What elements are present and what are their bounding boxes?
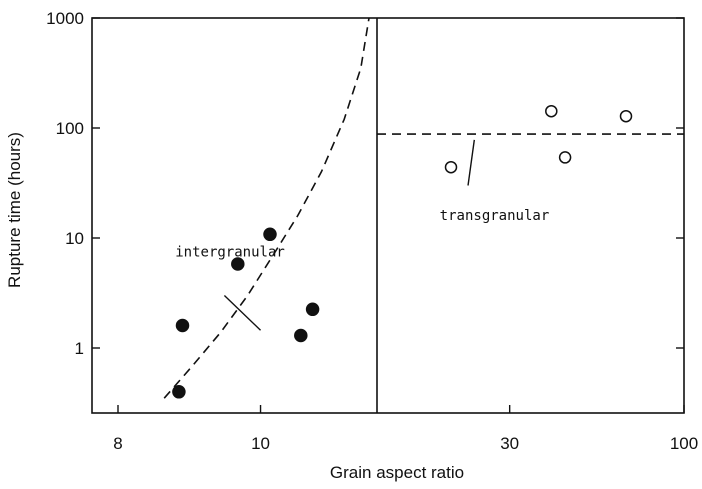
x-tick-label: 100: [670, 434, 698, 453]
y-tick-label: 100: [56, 119, 84, 138]
x-tick-label: 10: [251, 434, 270, 453]
filled-point: [231, 257, 245, 271]
open-point: [558, 151, 572, 164]
x-tick-label: 30: [500, 434, 519, 453]
y-tick-label: 1000: [46, 9, 84, 28]
plot-frame: [91, 17, 685, 414]
open-point: [444, 160, 458, 174]
x-tick-label: 8: [113, 434, 122, 453]
plot-border: [91, 17, 685, 414]
fit-curves: [163, 17, 684, 399]
y-axis-title: Rupture time (hours): [5, 132, 24, 288]
annotation-label: intergranular: [175, 244, 285, 260]
filled-point: [305, 302, 320, 317]
filled-point: [263, 227, 277, 242]
annotation-leader: [467, 139, 476, 186]
x-axis-title: Grain aspect ratio: [330, 463, 464, 482]
filled-point: [172, 385, 186, 399]
y-tick-label: 10: [65, 229, 84, 248]
open-point: [619, 109, 633, 123]
axis-ticks: 1 10 100 1000 8 10 30 100: [46, 9, 698, 453]
filled-point: [175, 318, 190, 333]
annotation-label: transgranular: [440, 208, 550, 224]
annotation-leader: [223, 295, 262, 331]
y-tick-label: 1: [75, 339, 84, 358]
filled-point: [294, 328, 308, 343]
data-points: [172, 104, 633, 399]
dashed-curve-1: [163, 17, 370, 399]
open-point: [545, 104, 558, 118]
annotations: intergranular transgranular: [175, 139, 550, 331]
